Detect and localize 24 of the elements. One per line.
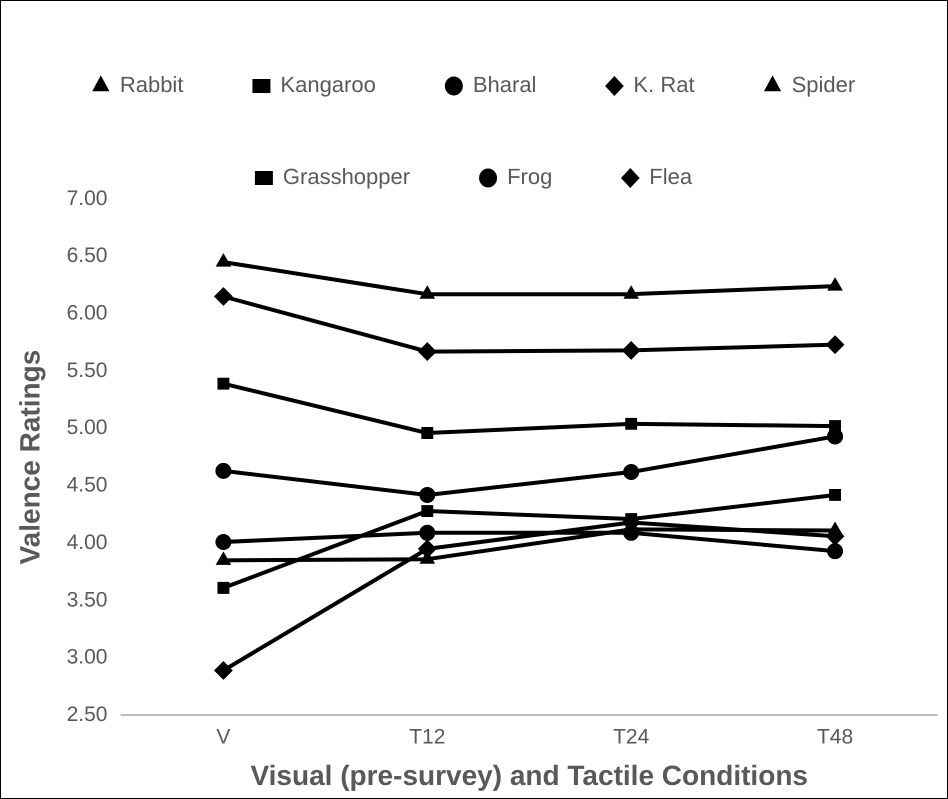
legend-label: Frog <box>507 164 552 190</box>
y-tick-label: 3.00 <box>66 646 108 669</box>
y-tick-label: 4.00 <box>66 530 108 554</box>
y-tick-label: 2.50 <box>66 702 108 726</box>
y-tick-label: 4.50 <box>66 474 108 497</box>
y-tick-label: 5.00 <box>66 416 108 440</box>
y-tick-label: 3.50 <box>66 588 108 612</box>
x-tick-label: V <box>216 726 230 749</box>
x-tick-label: T48 <box>816 726 854 749</box>
y-tick-label: 7.00 <box>66 186 108 210</box>
x-tick-label: T12 <box>409 726 446 749</box>
legend-label: Flea <box>649 164 693 190</box>
legend-label: Rabbit <box>120 72 184 98</box>
legend-label: Spider <box>792 72 856 98</box>
x-tick-label: T24 <box>613 726 650 749</box>
y-tick-label: 5.50 <box>66 358 108 382</box>
y-tick-label: 6.50 <box>66 244 108 268</box>
legend-label: K. Rat <box>633 72 695 98</box>
y-tick-label: 6.00 <box>66 302 108 325</box>
legend-label: Bharal <box>472 72 536 98</box>
x-axis-title: Visual (pre-survey) and Tactile Conditions <box>250 760 808 791</box>
y-axis-title: Valence Ratings <box>14 350 46 564</box>
legend-label: Grasshopper <box>282 164 410 190</box>
legend-label: Kangaroo <box>280 72 376 98</box>
